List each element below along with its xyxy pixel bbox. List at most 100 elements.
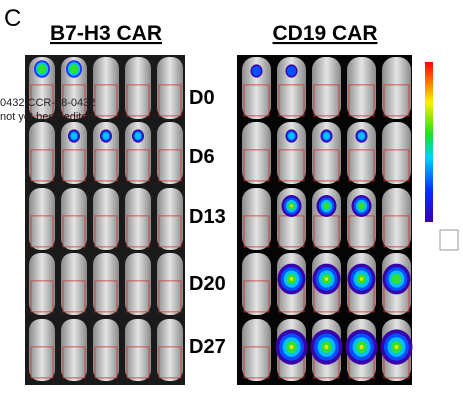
roi	[126, 149, 150, 182]
roi	[243, 84, 270, 117]
roi	[243, 346, 270, 379]
roi	[278, 84, 305, 117]
panel-label: C	[4, 5, 21, 32]
roi	[158, 280, 182, 313]
roi	[243, 280, 270, 313]
roi	[30, 346, 54, 379]
mouse	[242, 253, 271, 315]
roi	[383, 215, 410, 248]
signal	[391, 273, 402, 285]
roi	[94, 280, 118, 313]
roi	[94, 84, 118, 117]
roi	[313, 149, 340, 182]
signal	[359, 277, 364, 281]
mouse	[277, 57, 306, 119]
roi	[62, 149, 86, 182]
roi	[62, 84, 86, 117]
signal	[70, 132, 78, 140]
mouse	[61, 319, 87, 381]
mouse	[347, 122, 376, 184]
roi	[348, 149, 375, 182]
mouse	[93, 319, 119, 381]
roi	[278, 149, 305, 182]
mouse	[312, 57, 341, 119]
roi	[126, 215, 150, 248]
timepoint-label: D13	[189, 206, 226, 228]
mouse	[242, 122, 271, 184]
roi	[383, 84, 410, 117]
timepoint-label: D20	[189, 273, 226, 295]
mice	[29, 57, 413, 381]
signal	[288, 132, 295, 140]
signal	[324, 344, 329, 350]
mouse	[125, 319, 151, 381]
mouse	[61, 253, 87, 315]
mouse	[125, 122, 151, 184]
mouse	[125, 57, 151, 119]
signal	[324, 277, 329, 281]
timepoint-label: D0	[189, 87, 215, 109]
mouse	[157, 253, 183, 315]
roi	[243, 215, 270, 248]
mouse	[382, 57, 411, 119]
timepoint-label: D6	[189, 146, 215, 168]
mouse	[277, 122, 306, 184]
group-heading: CD19 CAR	[272, 22, 377, 45]
roi	[158, 149, 182, 182]
roi	[158, 346, 182, 379]
mouse	[157, 57, 183, 119]
mouse	[29, 253, 55, 315]
mouse	[61, 188, 87, 250]
roi	[62, 215, 86, 248]
roi	[243, 149, 270, 182]
roi	[126, 280, 150, 313]
color-scale	[425, 62, 433, 222]
roi	[30, 215, 54, 248]
mouse	[382, 188, 411, 250]
signal	[359, 344, 364, 350]
roi	[30, 280, 54, 313]
mouse	[157, 188, 183, 250]
mouse	[93, 57, 119, 119]
scale-legend-box	[439, 229, 459, 251]
mouse	[125, 188, 151, 250]
mouse	[61, 122, 87, 184]
mouse	[347, 57, 376, 119]
roi	[383, 149, 410, 182]
signal	[358, 202, 365, 210]
watermark: 0432.CCR-18-0432	[0, 97, 95, 109]
timepoint-label: D27	[189, 336, 226, 358]
roi	[158, 215, 182, 248]
signal	[37, 64, 47, 74]
mouse	[93, 253, 119, 315]
mouse	[242, 319, 271, 381]
roi	[158, 84, 182, 117]
signal	[69, 64, 79, 74]
mouse	[242, 57, 271, 119]
roi	[94, 215, 118, 248]
group-heading: B7-H3 CAR	[50, 22, 162, 45]
roi	[348, 84, 375, 117]
signal	[358, 132, 365, 140]
signal	[251, 65, 262, 77]
roi	[94, 149, 118, 182]
signal	[323, 202, 330, 210]
mouse	[242, 188, 271, 250]
signal	[394, 344, 399, 350]
roi	[62, 280, 86, 313]
roi	[30, 84, 54, 117]
signal	[323, 132, 330, 140]
mouse	[93, 122, 119, 184]
roi	[126, 84, 150, 117]
signal	[286, 65, 297, 77]
roi	[313, 84, 340, 117]
roi	[30, 149, 54, 182]
mouse	[382, 122, 411, 184]
signal	[289, 277, 294, 281]
roi	[126, 346, 150, 379]
mouse	[93, 188, 119, 250]
mouse	[157, 319, 183, 381]
mouse	[157, 122, 183, 184]
signal	[134, 132, 142, 140]
